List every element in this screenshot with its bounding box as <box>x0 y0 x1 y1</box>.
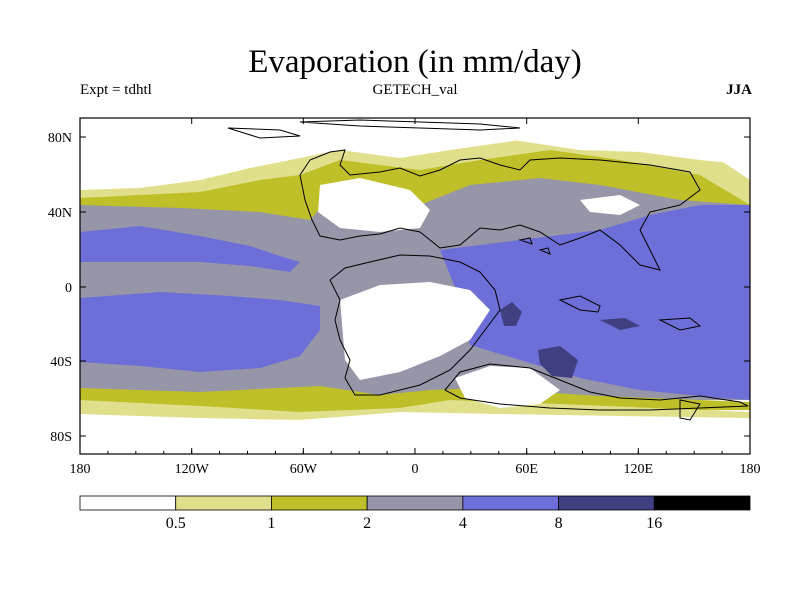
field-0.5-1-south <box>80 400 750 420</box>
coastline-gondwana <box>329 254 501 396</box>
field-4-8-north-pacific <box>80 226 300 272</box>
colorbar-swatch <box>653 495 751 511</box>
colorbar-swatch <box>366 495 464 511</box>
field-8-16-spot-c <box>600 318 640 330</box>
lon-tick-label: 120E <box>624 462 654 477</box>
field-below-0.5-antarctica <box>455 366 560 408</box>
colorbar-swatch <box>558 495 655 511</box>
colorbar: 0.5 1 2 4 8 16 <box>79 495 751 532</box>
colorbar-label: 4 <box>459 515 467 532</box>
field-4-8-indian <box>440 205 750 400</box>
season-label: JJA <box>726 82 752 98</box>
lat-tick-label: 0 <box>65 281 72 296</box>
field-8-16-spot-b <box>538 346 578 378</box>
lon-tick-label: 180 <box>740 462 761 477</box>
field-below-0.5-gondwana <box>340 282 490 380</box>
field-4-8-south-pacific <box>80 292 320 372</box>
colorbar-label: 2 <box>363 515 371 532</box>
coastline-north-islands <box>227 119 521 139</box>
lat-tick-label: 80N <box>48 131 72 146</box>
lon-tick-label: 60W <box>290 462 318 477</box>
colorbar-label: 0.5 <box>166 515 186 532</box>
lon-tick-label: 60E <box>515 462 538 477</box>
field-below-0.5-laurasia <box>318 178 430 232</box>
field-below-0.5-south <box>80 412 750 454</box>
coastline-antarctica <box>444 363 749 411</box>
coastline-tethys-islands <box>518 237 702 421</box>
lat-tick-label: 80S <box>50 430 72 445</box>
evaporation-fields <box>80 118 750 454</box>
lat-tick-label: 40N <box>48 206 72 221</box>
colorbar-label: 1 <box>267 515 275 532</box>
colorbar-label: 8 <box>555 515 563 532</box>
colorbar-swatch <box>271 495 368 511</box>
coastline-laurasia <box>299 149 701 271</box>
colorbar-label: 16 <box>646 515 662 532</box>
colorbar-swatch <box>79 495 177 511</box>
dataset-label: GETECH_val <box>372 82 458 98</box>
lon-tick-label: 180 <box>70 462 91 477</box>
lon-tick-label: 120W <box>175 462 210 477</box>
lon-tick-label: 0 <box>412 462 419 477</box>
experiment-label: Expt = tdhtl <box>80 82 152 98</box>
coastlines <box>227 119 749 421</box>
field-8-16-spot-a <box>500 302 522 326</box>
colorbar-swatch <box>175 495 272 511</box>
colorbar-swatch <box>462 495 559 511</box>
field-below-0.5-north <box>80 118 750 172</box>
field-below-0.5-asia <box>580 195 640 215</box>
lat-tick-label: 40S <box>50 355 72 370</box>
map-title: Evaporation (in mm/day) <box>248 44 582 80</box>
axis-ticks: 80N 40N 0 40S 80S 180 120W 60W 0 60E 120E 180 <box>48 118 761 477</box>
